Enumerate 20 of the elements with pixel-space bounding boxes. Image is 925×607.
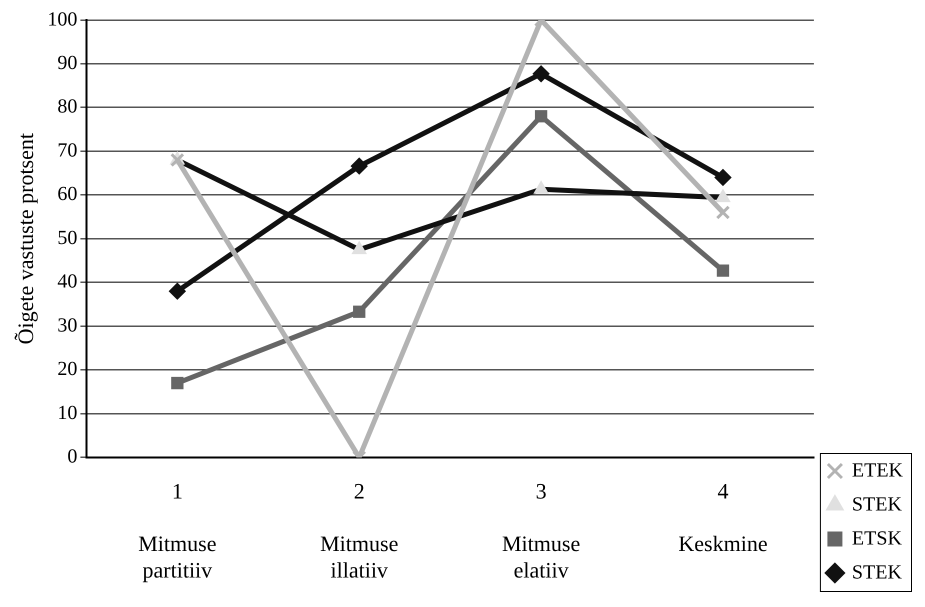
y-tick-label: 80: [57, 96, 78, 118]
legend-label: ETEK: [852, 459, 904, 482]
y-tick-label: 30: [57, 314, 78, 336]
y-tick-label: 10: [57, 402, 78, 424]
category-label: 4 Keskmine: [678, 478, 768, 556]
y-tick-label: 40: [57, 270, 78, 293]
legend-label: ETSK: [852, 527, 902, 550]
category-label: 2 Mitmuse illatiiv: [320, 478, 398, 583]
y-tick-label: 60: [57, 183, 78, 206]
y-tick-label: 20: [57, 358, 78, 380]
y-tick-label: 50: [57, 226, 78, 249]
y-tick-label: 100: [47, 8, 78, 30]
y-tick-label: 0: [67, 446, 78, 468]
y-tick-label: 90: [57, 52, 78, 74]
category-label: 3 Mitmuse elatiiv: [502, 478, 580, 583]
legend-label: STEK: [852, 561, 902, 584]
legend-label: STEK: [852, 493, 902, 516]
category-label: 1 Mitmuse partitiiv: [138, 478, 216, 583]
y-axis-title: Õigete vastuste protsent: [12, 132, 38, 344]
y-tick-label: 70: [57, 139, 78, 162]
